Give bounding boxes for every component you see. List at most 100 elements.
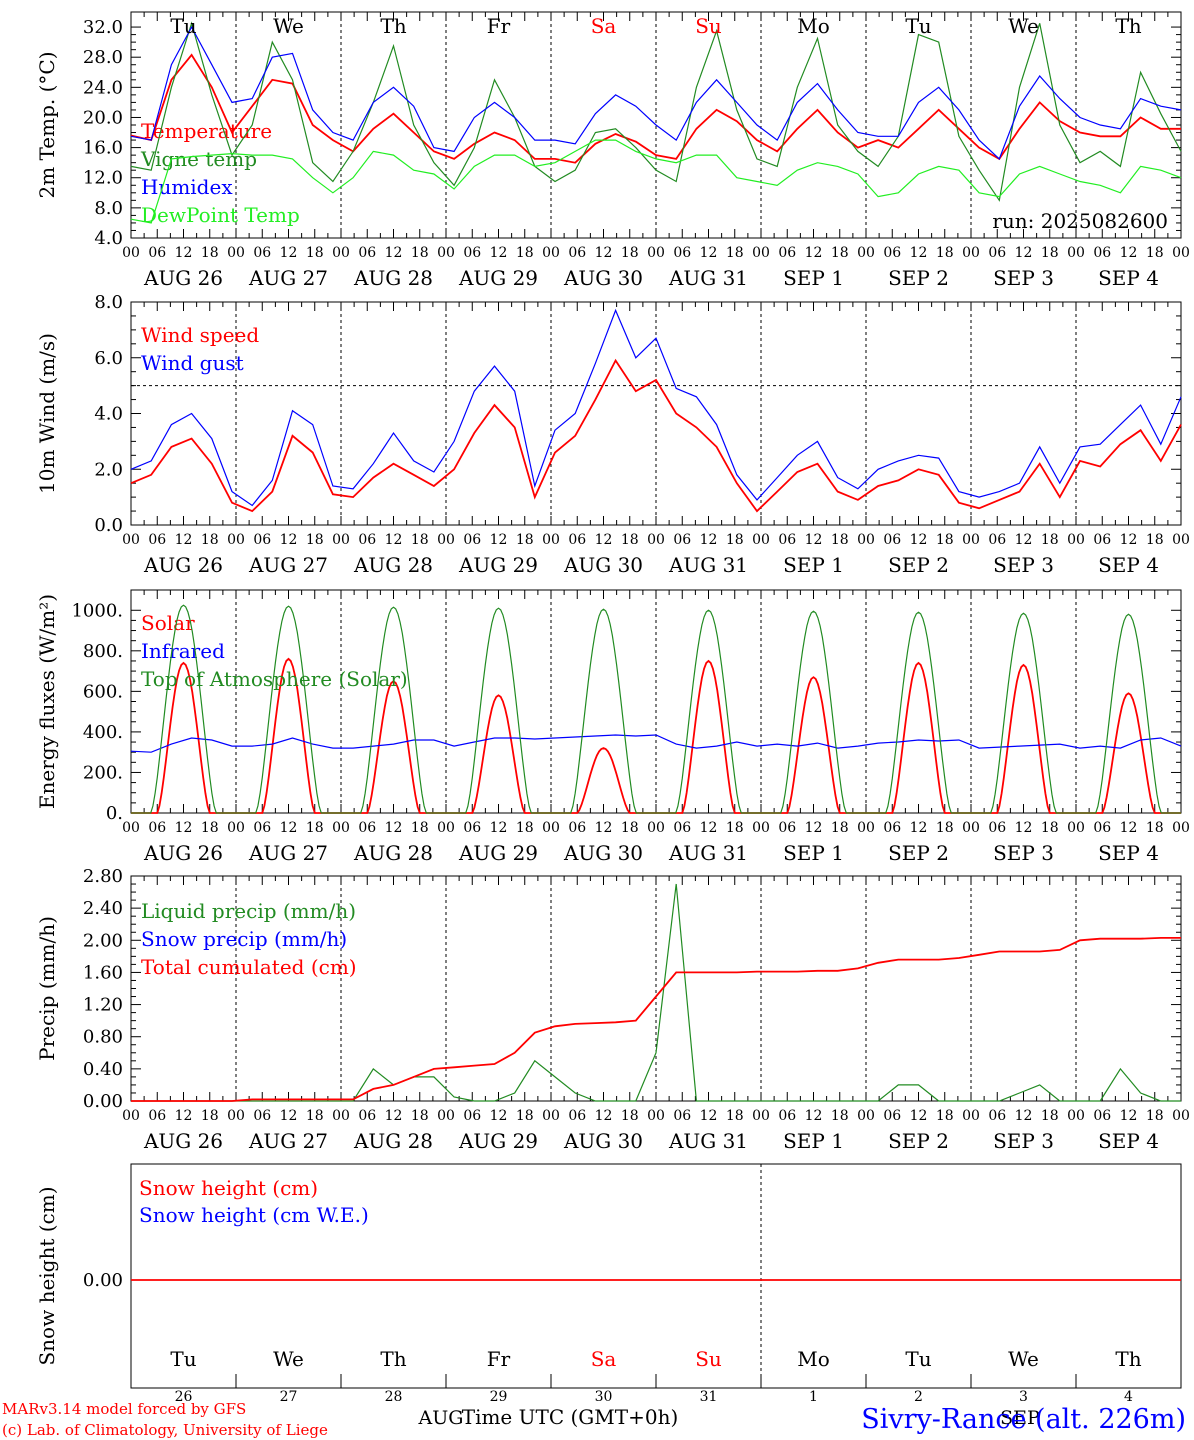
legend-entry: Solar <box>141 611 195 635</box>
y-tick-label: 20.0 <box>83 107 123 128</box>
hour-tick-label: 18 <box>306 1108 324 1124</box>
hour-tick-label: 18 <box>411 532 429 548</box>
y-tick-label: 400. <box>83 722 123 743</box>
hour-tick-label: 06 <box>778 532 796 548</box>
hour-tick-label: 12 <box>175 1108 193 1124</box>
footer-credit-line: MARv3.14 model forced by GFS <box>2 1400 246 1418</box>
hour-tick-label: 00 <box>227 245 245 261</box>
hour-tick-label: 00 <box>227 820 245 836</box>
day-name: We <box>1008 14 1039 38</box>
hour-tick-label: 18 <box>201 1108 219 1124</box>
y-axis-label: 2m Temp. (°C) <box>35 51 59 198</box>
date-label: AUG 26 <box>143 841 223 865</box>
day-name: Su <box>695 1347 722 1371</box>
y-tick-label: 200. <box>83 762 123 783</box>
date-label: AUG 28 <box>353 1129 433 1153</box>
hour-tick-label: 12 <box>910 1108 928 1124</box>
hour-tick-label: 06 <box>673 1108 691 1124</box>
date-label: AUG 30 <box>563 266 643 290</box>
hour-tick-label: 18 <box>831 532 849 548</box>
series-line-wind-speed <box>130 358 1182 513</box>
hour-tick-label: 18 <box>306 820 324 836</box>
legend-entry: Snow height (cm W.E.) <box>139 1203 369 1227</box>
hour-tick-label: 18 <box>621 532 639 548</box>
hour-tick-label: 12 <box>490 532 508 548</box>
hour-tick-label: 18 <box>1041 245 1059 261</box>
hour-tick-label: 18 <box>516 820 534 836</box>
hour-tick-label: 00 <box>752 1108 770 1124</box>
date-label: SEP 2 <box>888 1129 949 1153</box>
y-tick-label: 28.0 <box>83 47 123 68</box>
panel-2: 0.0 2.0 4.0 6.0 8.0 10m Wind (m/s) Wind speed W… <box>35 292 1190 577</box>
hour-tick-label: 00 <box>1172 532 1190 548</box>
hour-tick-label: 06 <box>988 245 1006 261</box>
hour-tick-label: 06 <box>1093 820 1111 836</box>
y-tick-label: 0. <box>106 803 123 824</box>
y-tick-label: 800. <box>83 641 123 662</box>
day-name: Th <box>380 14 406 38</box>
series-line-humidex <box>130 25 1182 160</box>
hour-tick-label: 12 <box>1120 532 1138 548</box>
hour-tick-label: 06 <box>463 532 481 548</box>
legend-entry: Infrared <box>141 639 225 663</box>
date-label: AUG 31 <box>668 841 748 865</box>
hour-tick-label: 12 <box>700 245 718 261</box>
legend-entry: Vigne temp <box>140 147 257 171</box>
day-number: 3 <box>1019 1389 1028 1405</box>
y-tick-label: 0.80 <box>83 1027 123 1048</box>
date-label: AUG 29 <box>458 266 538 290</box>
hour-tick-label: 12 <box>700 1108 718 1124</box>
hour-tick-label: 12 <box>1015 245 1033 261</box>
date-label: AUG 26 <box>143 266 223 290</box>
hour-tick-label: 06 <box>1093 532 1111 548</box>
legend-entry: Humidex <box>141 175 233 199</box>
hour-tick-label: 18 <box>201 532 219 548</box>
hour-tick-label: 18 <box>936 1108 954 1124</box>
footer-credit-line: (c) Lab. of Climatology, University of L… <box>2 1421 328 1439</box>
day-name: Su <box>695 14 722 38</box>
date-label: SEP 4 <box>1098 553 1159 577</box>
hour-tick-label: 00 <box>962 245 980 261</box>
hour-tick-label: 12 <box>595 245 613 261</box>
hour-tick-label: 00 <box>332 532 350 548</box>
hour-tick-label: 00 <box>1067 532 1085 548</box>
hour-tick-label: 00 <box>647 820 665 836</box>
hour-tick-label: 18 <box>621 245 639 261</box>
plot-frame <box>130 589 1182 814</box>
hour-tick-label: 06 <box>1093 1108 1111 1124</box>
hour-tick-label: 18 <box>831 1108 849 1124</box>
hour-tick-label: 06 <box>778 245 796 261</box>
day-name: We <box>273 14 304 38</box>
hour-tick-label: 06 <box>148 1108 166 1124</box>
legend-entry: Snow height (cm) <box>139 1176 318 1200</box>
hour-tick-label: 00 <box>1067 245 1085 261</box>
y-axis-label: Energy fluxes (W/m²) <box>35 594 59 809</box>
hour-tick-label: 00 <box>542 820 560 836</box>
date-label: SEP 1 <box>783 266 844 290</box>
hour-tick-label: 06 <box>673 245 691 261</box>
hour-tick-label: 06 <box>253 532 271 548</box>
panel-5: 0.00 Snow height (cm) Snow height (cm) Snow… <box>35 1163 1182 1389</box>
hour-tick-label: 12 <box>805 1108 823 1124</box>
day-number: 30 <box>595 1389 613 1405</box>
date-label: AUG 31 <box>668 1129 748 1153</box>
y-tick-label: 32.0 <box>83 17 123 38</box>
hour-tick-label: 12 <box>385 820 403 836</box>
hour-tick-label: 18 <box>1041 1108 1059 1124</box>
hour-tick-label: 00 <box>227 1108 245 1124</box>
date-label: SEP 3 <box>993 266 1054 290</box>
y-tick-label: 2.00 <box>83 930 123 951</box>
legend-entry: Snow precip (mm/h) <box>141 927 347 951</box>
hour-tick-label: 18 <box>201 245 219 261</box>
series-line-dewpoint-temp <box>130 139 1182 224</box>
y-tick-label: 1.20 <box>83 995 123 1016</box>
hour-tick-label: 00 <box>962 820 980 836</box>
day-name: Th <box>1115 14 1141 38</box>
hour-tick-label: 12 <box>805 820 823 836</box>
day-name: We <box>273 1347 304 1371</box>
hour-tick-label: 18 <box>516 532 534 548</box>
hour-tick-label: 18 <box>936 820 954 836</box>
hour-tick-label: 18 <box>1041 820 1059 836</box>
day-number: 2 <box>914 1389 923 1405</box>
day-name: Th <box>1115 1347 1141 1371</box>
